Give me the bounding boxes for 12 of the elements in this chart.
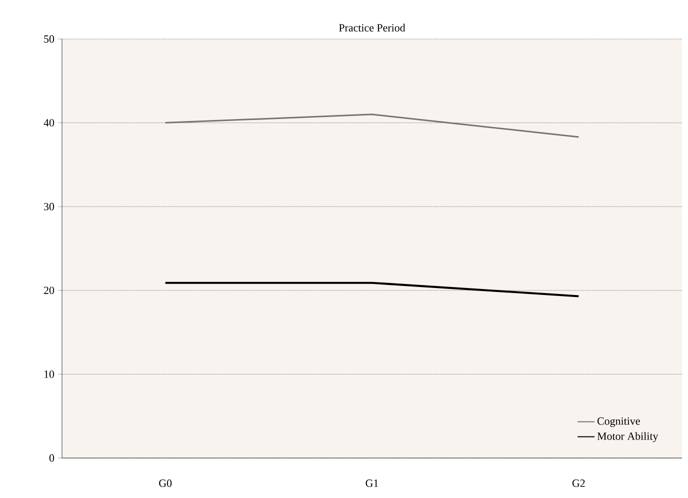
y-tick-label: 30 [44, 202, 54, 210]
chart-title: Practice Period [338, 24, 406, 32]
legend-label: Motor Ability [597, 432, 658, 442]
x-tick-label: G1 [366, 480, 378, 487]
y-tick-label: 10 [44, 370, 54, 378]
x-tick-label: G2 [572, 480, 585, 487]
y-tick-label: 0 [49, 454, 54, 462]
legend-label: Cognitive [597, 417, 640, 428]
y-tick-label: 20 [44, 286, 54, 294]
y-tick-label: 50 [44, 35, 54, 43]
y-tick-label: 40 [44, 119, 54, 126]
x-tick-label: G0 [159, 480, 172, 487]
